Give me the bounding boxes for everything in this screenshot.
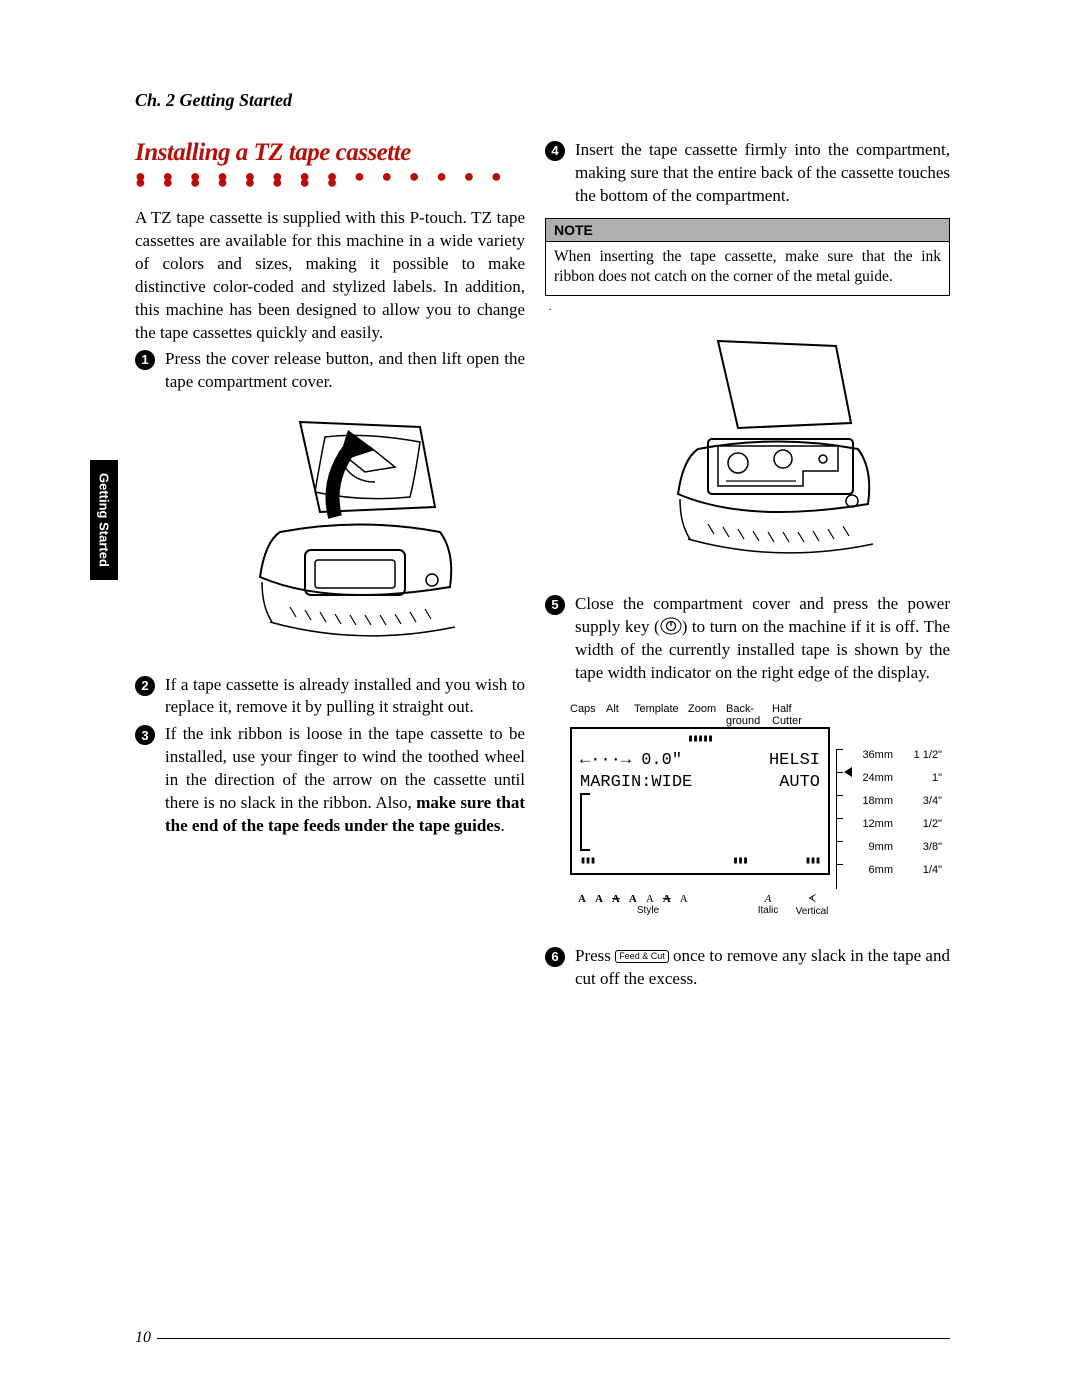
scale-1-5in: 1 1/2": [902, 749, 942, 772]
feed-cut-key-icon: Feed & Cut: [615, 950, 669, 963]
display-font: HELSI: [769, 751, 820, 770]
indicator-zoom: Zoom: [688, 703, 724, 727]
style-glyph: A: [629, 893, 637, 905]
style-glyph: A: [578, 893, 586, 905]
tick-group-icon: ▮▮▮: [580, 855, 595, 867]
display-top-indicators: Caps Alt Template Zoom Back- ground Half…: [570, 703, 950, 727]
note-box: NOTE When inserting the tape cassette, m…: [545, 218, 950, 296]
step-2: 2 If a tape cassette is already installe…: [135, 674, 525, 720]
style-glyph: A: [680, 893, 688, 905]
decorative-dots: ● ● ● ● ● ● ● ● ● ● ● ● ● ● ● ● ● ● ● ● …: [135, 173, 525, 185]
display-screen: ▮▮▮▮▮ ←···→ 0.0" HELSI MARGIN:WIDE AUTO …: [570, 727, 830, 875]
display-scale-inch: 1 1/2" 1" 3/4" 1/2" 3/8" 1/4": [902, 727, 942, 887]
step-2-text: If a tape cassette is already installed …: [165, 674, 525, 720]
left-column: Installing a TZ tape cassette ● ● ● ● ● …: [135, 139, 525, 995]
style-glyph-row: A A A A A A A: [578, 893, 718, 905]
barcode-marks-icon: ▮▮▮▮▮: [687, 733, 712, 745]
scale-12mm: 12mm: [856, 818, 896, 841]
scale-1-2in: 1/2": [902, 818, 942, 841]
tape-width-indicator: [836, 749, 850, 889]
step-4-text: Insert the tape cassette firmly into the…: [575, 139, 950, 208]
dot: .: [549, 302, 950, 313]
scale-18mm: 18mm: [856, 795, 896, 818]
printer-open-cover-icon: [190, 412, 470, 652]
style-glyph: A: [595, 893, 603, 905]
indicator-alt: Alt: [606, 703, 632, 727]
display-line-1: ←···→ 0.0" HELSI: [580, 751, 820, 770]
step-6-text: Press Feed & Cut once to remove any slac…: [575, 945, 950, 991]
step-number-icon: 5: [545, 595, 565, 615]
step-5: 5 Close the compartment cover and press …: [545, 593, 950, 685]
scale-6mm: 6mm: [856, 864, 896, 887]
note-body: When inserting the tape cassette, make s…: [546, 242, 949, 295]
right-column: 4 Insert the tape cassette firmly into t…: [545, 139, 950, 995]
step-1-text: Press the cover release button, and then…: [165, 348, 525, 394]
step-4: 4 Insert the tape cassette firmly into t…: [545, 139, 950, 208]
step-number-icon: 2: [135, 676, 155, 696]
step-3-text-c: .: [500, 816, 504, 835]
display-measure: ←···→ 0.0": [580, 751, 682, 770]
side-tab: Getting Started: [90, 460, 118, 580]
display-figure: Caps Alt Template Zoom Back- ground Half…: [570, 703, 950, 917]
step-number-icon: 1: [135, 350, 155, 370]
display-margin: MARGIN:WIDE: [580, 773, 692, 792]
italic-glyph: A: [748, 893, 788, 905]
tick-group-icon: ▮▮▮: [805, 855, 820, 867]
chapter-heading: Ch. 2 Getting Started: [135, 90, 950, 111]
scale-24mm: 24mm: [856, 772, 896, 795]
style-glyph: A: [612, 893, 620, 905]
printer-insert-cassette-icon: [608, 331, 888, 571]
scale-3-8in: 3/8": [902, 841, 942, 864]
scale-9mm: 9mm: [856, 841, 896, 864]
indicator-background: Back- ground: [726, 703, 770, 727]
indicator-template: Template: [634, 703, 686, 727]
scale-1in: 1": [902, 772, 942, 795]
display-bottom-indicators: A A A A A A A Style A Italic ᗉ: [570, 893, 950, 917]
bottom-tick-marks: ▮▮▮ ▮▮▮ ▮▮▮: [580, 855, 820, 867]
display-auto: AUTO: [779, 773, 820, 792]
step-1: 1 Press the cover release button, and th…: [135, 348, 525, 394]
page-footer-rule: 10: [135, 1338, 950, 1339]
figure-insert-cassette: [608, 331, 888, 571]
label-style: Style: [578, 905, 718, 916]
label-vertical: Vertical: [788, 906, 836, 917]
scale-36mm: 36mm: [856, 749, 896, 772]
step-number-icon: 4: [545, 141, 565, 161]
step-6: 6 Press Feed & Cut once to remove any sl…: [545, 945, 950, 991]
content-columns: Installing a TZ tape cassette ● ● ● ● ● …: [90, 139, 950, 995]
label-italic: Italic: [748, 905, 788, 916]
note-header: NOTE: [546, 219, 949, 242]
step-6-text-a: Press: [575, 946, 615, 965]
step-number-icon: 6: [545, 947, 565, 967]
tick-group-icon: ▮▮▮: [732, 855, 747, 867]
bracket-icon: [580, 793, 590, 851]
display-scale-mm: 36mm 24mm 18mm 12mm 9mm 6mm: [856, 727, 896, 887]
scale-3-4in: 3/4": [902, 795, 942, 818]
display-main: ▮▮▮▮▮ ←···→ 0.0" HELSI MARGIN:WIDE AUTO …: [570, 727, 950, 889]
step-3-text: If the ink ribbon is loose in the tape c…: [165, 723, 525, 838]
style-glyph: A: [646, 893, 654, 905]
style-glyph: A: [663, 893, 671, 905]
vertical-glyph: ᗉ: [788, 893, 836, 906]
indicator-caps: Caps: [570, 703, 604, 727]
tape-pointer-icon: [844, 767, 852, 777]
power-key-icon: [660, 617, 682, 635]
section-title: Installing a TZ tape cassette: [135, 139, 525, 167]
figure-open-cover: [190, 412, 470, 652]
intro-paragraph: A TZ tape cassette is supplied with this…: [135, 207, 525, 345]
step-3: 3 If the ink ribbon is loose in the tape…: [135, 723, 525, 838]
display-line-2: MARGIN:WIDE AUTO: [580, 773, 820, 792]
step-5-text: Close the compartment cover and press th…: [575, 593, 950, 685]
indicator-halfcutter: Half Cutter: [772, 703, 812, 727]
scale-1-4in: 1/4": [902, 864, 942, 887]
step-number-icon: 3: [135, 725, 155, 745]
page-number: 10: [135, 1329, 157, 1347]
